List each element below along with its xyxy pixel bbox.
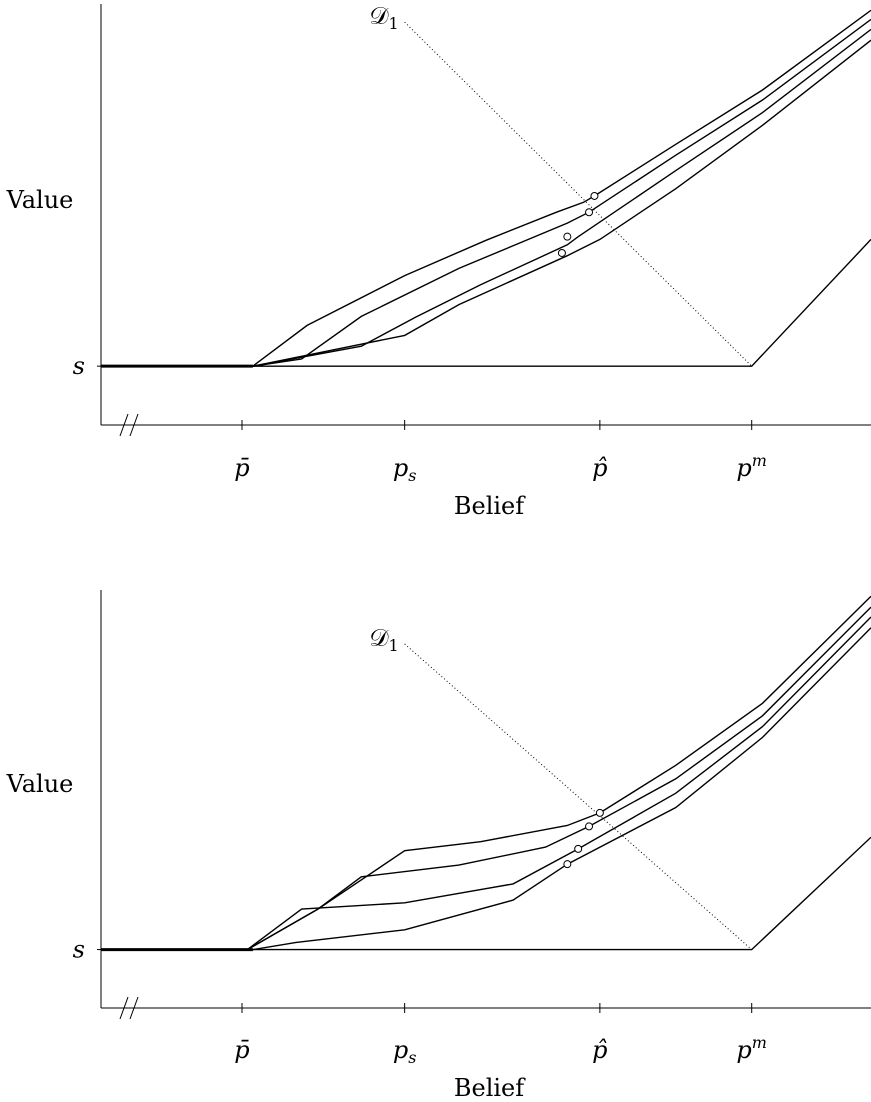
axis-break-mark [129, 996, 139, 1020]
series-line-5 [101, 836, 871, 951]
x-tick-label: ps [393, 454, 417, 485]
x-axis-label: Belief [454, 1074, 526, 1102]
d1-annotation: 𝒟1 [369, 2, 398, 33]
x-tick-label-superscript: m [752, 451, 767, 470]
series-line-2 [101, 606, 871, 951]
marker-point-4 [563, 860, 572, 869]
marker-point-2 [585, 208, 594, 217]
series-line-1 [101, 595, 871, 951]
x-tick-label: pm [736, 451, 767, 482]
marker-point-3 [563, 232, 572, 241]
d1-annotation-subscript: 1 [388, 636, 398, 655]
x-tick-label: p̂ [592, 454, 607, 482]
series-line-1 [101, 9, 871, 367]
series-line-2 [101, 18, 871, 367]
axis-break-mark [119, 413, 129, 437]
y-tick-label: s [73, 936, 85, 964]
x-tick-label: pm [736, 1033, 767, 1064]
axis-break-mark [119, 996, 129, 1020]
x-tick-label: p̄ [234, 454, 249, 482]
bottom-panel: s p̄ ps p̂ pm Belief Value 𝒟1 [6, 590, 871, 1102]
x-tick-label: ps [393, 1036, 417, 1067]
y-axis-label: Value [6, 186, 74, 214]
x-tick-label: p̄ [234, 1036, 249, 1064]
series-line-5 [101, 238, 871, 367]
d1-dotted-line [404, 21, 753, 367]
d1-annotation-subscript: 1 [388, 14, 398, 33]
marker-point-1 [595, 808, 604, 817]
d1-dotted-line [404, 643, 753, 950]
marker-point-1 [590, 191, 599, 200]
marker-point-3 [574, 844, 583, 853]
series-line-3 [101, 28, 871, 367]
x-axis-label: Belief [454, 492, 526, 520]
axis-break-mark [129, 413, 139, 437]
x-tick-label: p̂ [592, 1036, 607, 1064]
y-axis-label: Value [6, 770, 74, 798]
d1-annotation: 𝒟1 [369, 624, 398, 655]
y-tick-label: s [73, 352, 85, 380]
x-tick-label-subscript: s [408, 1048, 416, 1067]
series-line-4 [101, 39, 871, 367]
series-line-3 [101, 616, 871, 951]
x-tick-label-superscript: m [752, 1033, 767, 1052]
top-panel: s p̄ ps p̂ pm Belief Value 𝒟1 [6, 2, 871, 520]
x-tick-label-subscript: s [408, 466, 416, 485]
marker-point-4 [557, 248, 566, 257]
series-line-4 [101, 627, 871, 951]
marker-point-2 [585, 822, 594, 831]
